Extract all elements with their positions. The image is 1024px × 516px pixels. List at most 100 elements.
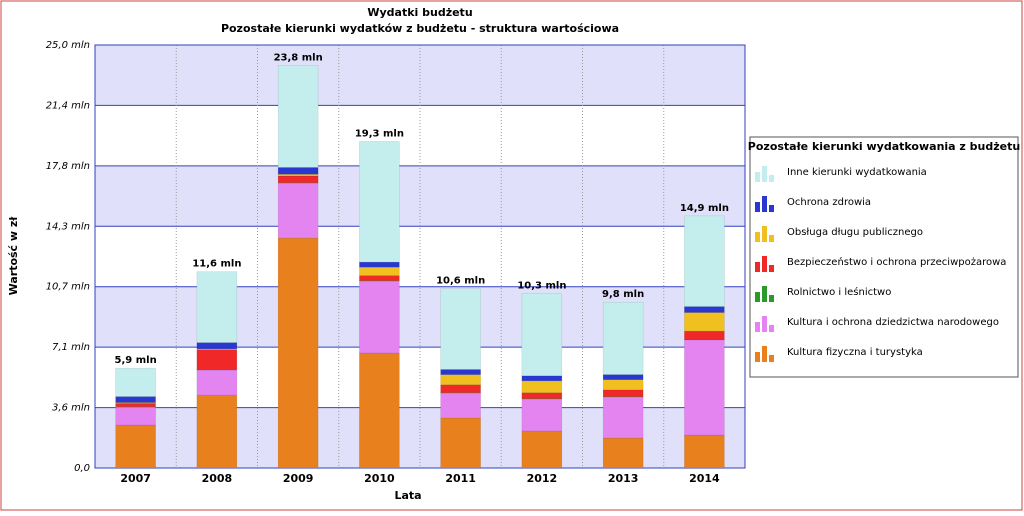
bar-segment: [603, 375, 643, 380]
bar-segment: [278, 176, 318, 183]
legend-swatch: [755, 322, 760, 332]
legend-swatch: [755, 172, 760, 182]
bar-segment: [522, 393, 562, 399]
y-tick-label: 25,0 mln: [46, 40, 90, 51]
bar-segment: [359, 262, 399, 267]
legend-swatch: [762, 226, 767, 242]
stripe: [95, 287, 745, 347]
legend-label: Bezpieczeństwo i ochrona przeciwpożarowa: [787, 256, 1006, 268]
bar-segment: [197, 370, 237, 395]
bar-segment: [116, 425, 156, 468]
stripe: [95, 408, 745, 468]
bar-segment: [441, 289, 481, 370]
total-label: 10,6 mln: [436, 276, 485, 287]
legend-label: Rolnictwo i leśnictwo: [787, 286, 891, 298]
total-label: 5,9 mln: [115, 355, 157, 366]
total-label: 10,3 mln: [517, 281, 566, 292]
y-tick-label: 0,0: [74, 463, 90, 474]
bar-segment: [441, 375, 481, 385]
legend-swatch: [762, 196, 767, 212]
bar-segment: [197, 350, 237, 370]
bar-segment: [684, 340, 724, 435]
bar-segment: [684, 307, 724, 313]
x-tick-label: 2014: [689, 472, 720, 485]
bar-segment: [441, 418, 481, 468]
x-axis-label: Lata: [394, 489, 421, 502]
bar-segment: [684, 331, 724, 339]
legend-swatch: [769, 235, 774, 242]
total-label: 9,8 mln: [602, 289, 644, 300]
bar-segment: [603, 390, 643, 397]
bar-segment: [684, 435, 724, 468]
y-axis-label: Wartość w zł: [7, 216, 20, 296]
legend-swatch: [769, 265, 774, 272]
total-label: 14,9 mln: [680, 203, 729, 214]
bar-segment: [278, 238, 318, 468]
bar-segment: [278, 168, 318, 175]
legend-swatch: [762, 316, 767, 332]
legend-label: Kultura i ochrona dziedzictwa narodowego: [787, 317, 999, 328]
bar-segment: [522, 381, 562, 393]
bar-segment: [684, 216, 724, 307]
legend-swatch: [755, 352, 760, 362]
bar-segment: [278, 65, 318, 167]
legend-swatch: [755, 292, 760, 302]
x-tick-label: 2007: [120, 472, 151, 485]
legend-swatch: [769, 205, 774, 212]
bar-segment: [278, 174, 318, 176]
x-tick-label: 2011: [445, 472, 476, 485]
bar-segment: [522, 294, 562, 376]
bar-segment: [441, 385, 481, 393]
legend-swatch: [762, 166, 767, 182]
bar-segment: [359, 267, 399, 275]
bar-segment: [116, 397, 156, 403]
legend-swatch: [755, 202, 760, 212]
bar-segment: [603, 380, 643, 390]
legend-swatch: [769, 175, 774, 182]
bar-segment: [116, 407, 156, 425]
legend-swatch: [755, 232, 760, 242]
bar-segment: [522, 376, 562, 381]
x-tick-label: 2013: [608, 472, 639, 485]
legend-swatch: [762, 346, 767, 362]
bar-segment: [522, 399, 562, 431]
x-tick-label: 2009: [283, 472, 314, 485]
x-tick-label: 2010: [364, 472, 395, 485]
chart-title: Wydatki budżetu: [367, 6, 472, 19]
y-tick-label: 14,3 mln: [46, 221, 90, 232]
legend-swatch: [762, 256, 767, 272]
y-tick-label: 7,1 mln: [52, 342, 90, 353]
bar-segment: [197, 343, 237, 349]
total-label: 11,6 mln: [192, 259, 241, 270]
bar-segment: [116, 403, 156, 406]
bar-segment: [197, 395, 237, 468]
bar-segment: [359, 353, 399, 468]
legend-label: Kultura fizyczna i turystyka: [787, 347, 923, 358]
bar-segment: [684, 313, 724, 332]
legend-swatch: [762, 286, 767, 302]
legend-swatch: [769, 325, 774, 332]
bar-segment: [441, 393, 481, 418]
chart-subtitle: Pozostałe kierunki wydatków z budżetu - …: [221, 22, 619, 35]
legend-swatch: [769, 355, 774, 362]
bar-segment: [197, 272, 237, 343]
bar-segment: [522, 431, 562, 468]
y-tick-label: 3,6 mln: [52, 403, 90, 414]
bar-segment: [603, 302, 643, 374]
bar-segment: [603, 397, 643, 438]
legend-swatch: [755, 262, 760, 272]
bar-segment: [603, 438, 643, 468]
y-tick-label: 21,4 mln: [46, 100, 90, 111]
legend-swatch: [769, 295, 774, 302]
y-tick-label: 10,7 mln: [46, 282, 90, 293]
legend: Pozostałe kierunki wydatkowania z budżet…: [748, 137, 1020, 377]
legend-label: Ochrona zdrowia: [787, 197, 871, 208]
bar-segment: [359, 276, 399, 281]
x-tick-label: 2008: [202, 472, 233, 485]
total-label: 23,8 mln: [274, 52, 323, 63]
bar-segment: [359, 141, 399, 262]
y-tick-label: 17,8 mln: [46, 161, 90, 172]
legend-label: Obsługa długu publicznego: [787, 227, 923, 238]
bar-segment: [359, 281, 399, 353]
